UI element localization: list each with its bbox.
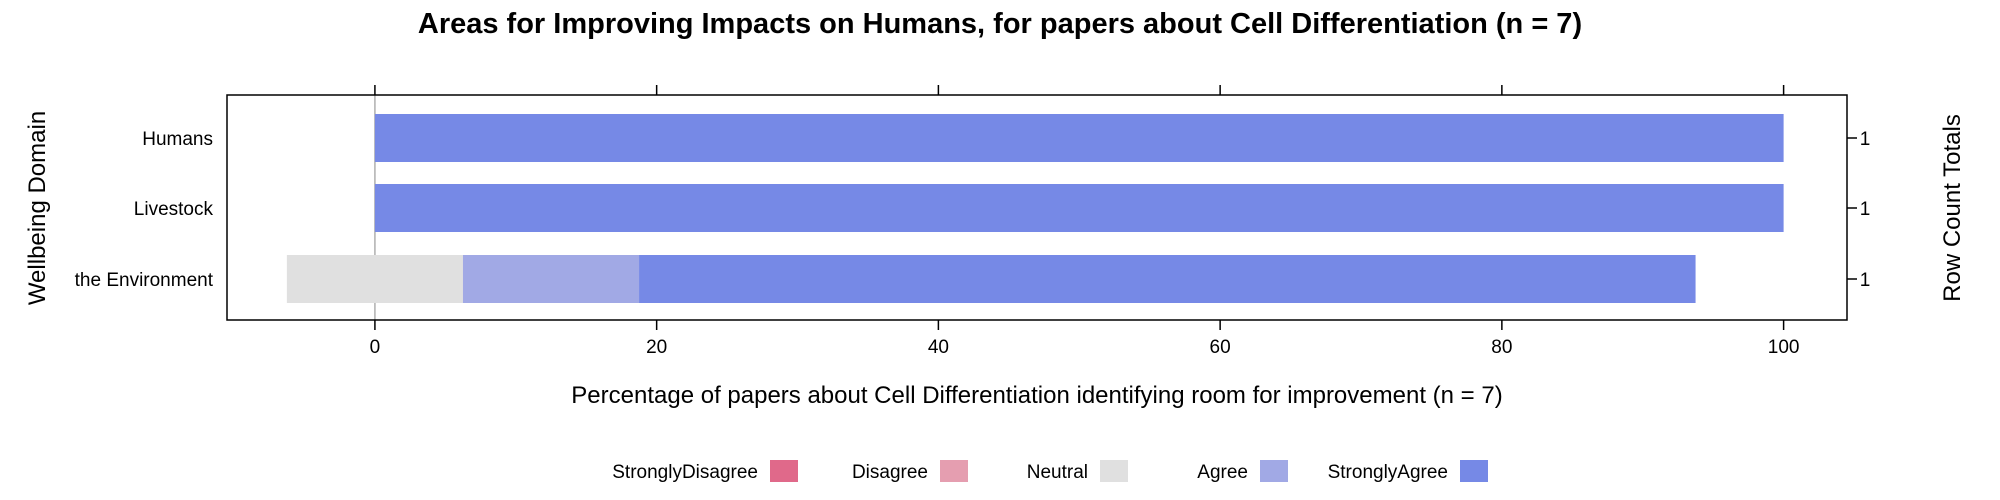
bar-neutral-3 bbox=[286, 255, 463, 303]
x-tick-label: 20 bbox=[646, 337, 667, 358]
x-tick-label: 80 bbox=[1491, 337, 1512, 358]
y-tick-label: the Environment bbox=[75, 270, 214, 291]
x-axis-title: Percentage of papers about Cell Differen… bbox=[571, 382, 1502, 409]
y-tick-label: Humans bbox=[142, 129, 213, 150]
row-total-label: 1 bbox=[1860, 199, 1871, 220]
row-total-label: 1 bbox=[1860, 270, 1871, 291]
x-tick-label: 60 bbox=[1210, 337, 1231, 358]
legend-swatch bbox=[1100, 460, 1128, 482]
bar-stronglyagree-1 bbox=[374, 114, 1784, 162]
y-axis: Humans Livestock the Environment bbox=[75, 129, 214, 291]
y2-axis-title: Row Count Totals bbox=[1939, 114, 1966, 302]
legend: StronglyDisagree Disagree Neutral Agree Stro… bbox=[612, 460, 1488, 483]
legend-swatch bbox=[1260, 460, 1288, 482]
legend-label: Agree bbox=[1197, 462, 1248, 483]
row-total-label: 1 bbox=[1860, 129, 1871, 150]
bar-agree-3 bbox=[462, 255, 640, 303]
bar-stronglyagree-3 bbox=[639, 255, 1696, 303]
y-axis-title: Wellbeing Domain bbox=[24, 111, 51, 305]
plot-area bbox=[286, 95, 1784, 320]
legend-swatch bbox=[940, 460, 968, 482]
y-tick-label: Livestock bbox=[134, 199, 214, 220]
chart-title: Areas for Improving Impacts on Humans, f… bbox=[418, 8, 1582, 40]
legend-label: StronglyAgree bbox=[1328, 462, 1448, 483]
legend-swatch bbox=[1460, 460, 1488, 482]
legend-label: Neutral bbox=[1027, 462, 1088, 483]
row-count-axis: 1 1 1 bbox=[1847, 129, 1870, 291]
bar-stronglyagree-2 bbox=[374, 184, 1784, 232]
legend-swatch bbox=[770, 460, 798, 482]
x-tick-label: 40 bbox=[928, 337, 949, 358]
x-tick-label: 100 bbox=[1768, 337, 1800, 358]
x-tick-label: 0 bbox=[370, 337, 381, 358]
x-axis: 0 20 40 60 80 100 bbox=[370, 85, 1800, 358]
legend-label: Disagree bbox=[852, 462, 928, 483]
legend-label: StronglyDisagree bbox=[612, 462, 758, 483]
